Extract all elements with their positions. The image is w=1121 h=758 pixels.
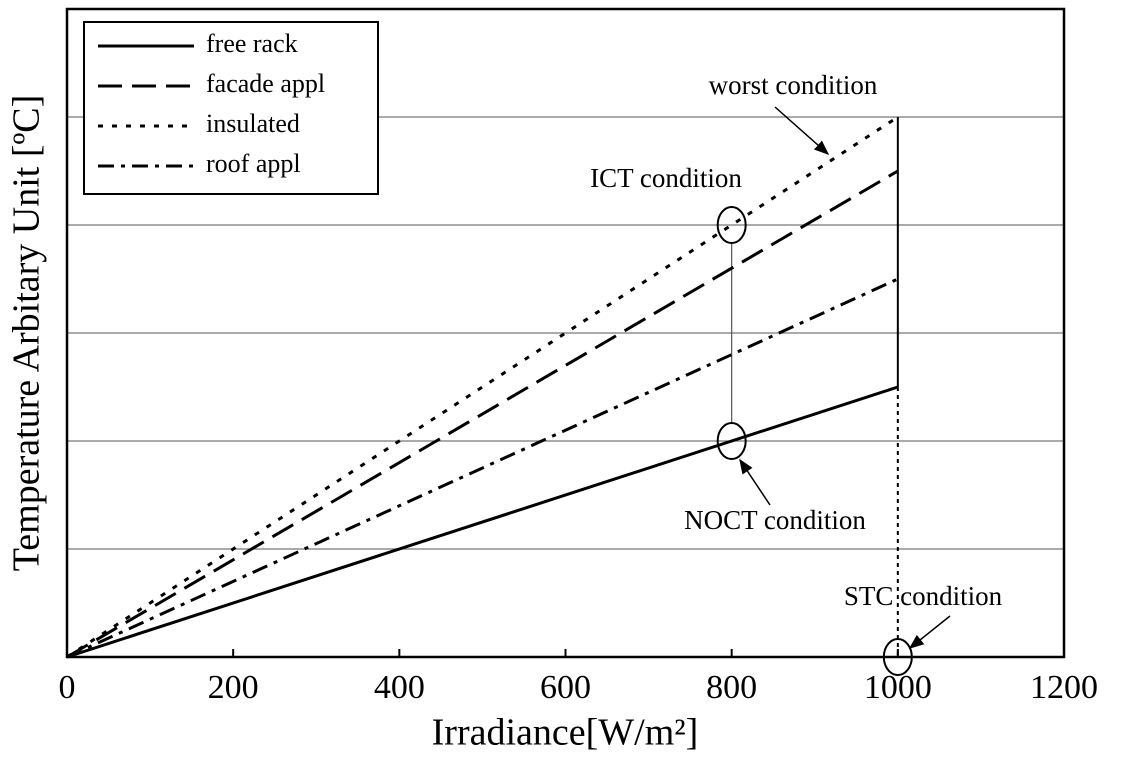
series-line [66,115,899,659]
annotation: NOCT condition [684,505,866,535]
x-tick-label: 400 [374,669,425,706]
legend-label: roof appl [206,149,301,178]
series-line [66,385,899,659]
annotation-circle [882,638,913,676]
legend-label: facade appl [206,69,325,98]
series-line [66,277,899,659]
annotation-circle [716,422,747,460]
legend-label: insulated [206,109,300,138]
x-tick-label: 200 [208,669,259,706]
x-axis-label: Irradiance[W/m²] [432,712,699,754]
x-tick-label: 800 [706,669,757,706]
x-tick-label: 1200 [1030,669,1098,706]
y-axis-label: Temperature Arbitary Unit [ºC] [6,95,48,572]
annotation: ICT condition [590,163,742,193]
annotation: STC condition [844,581,1003,611]
plot-frame [65,7,1066,659]
annotation-arrow [739,458,771,506]
legend-label: free rack [206,29,298,58]
annotation-circle [716,206,747,244]
x-tick-label: 600 [540,669,591,706]
x-tick-label: 0 [59,669,76,706]
series-line [66,169,899,659]
annotation-arrow [908,615,951,649]
annotation: worst condition [709,70,878,100]
annotation-arrow [774,106,830,155]
